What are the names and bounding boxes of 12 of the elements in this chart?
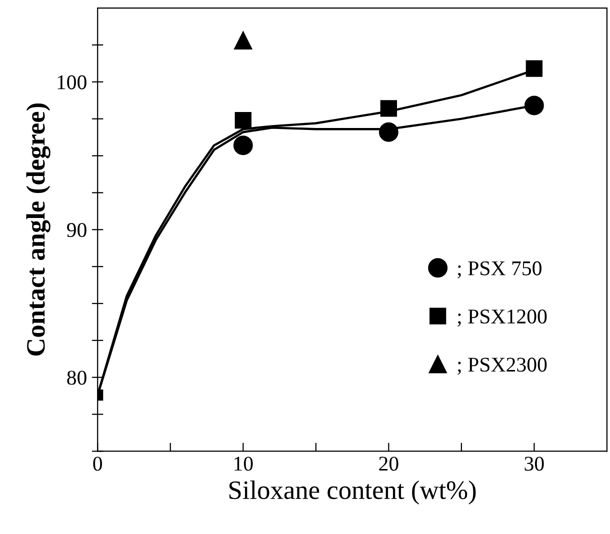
legend-label: ; PSX 750 [458,261,542,278]
y-tick-label: 100 [58,75,86,90]
x-tick-label: 20 [379,456,398,471]
x-tick-label: 30 [524,456,544,471]
x-tick-label: 0 [93,456,102,471]
y-tick-label: 80 [67,370,86,385]
y-tick-label: 90 [67,222,86,238]
x-tick-label: 10 [234,456,253,471]
legend-label: ; PSX2300 [458,358,547,375]
legend-label: ; PSX1200 [458,309,547,327]
x-axis-title: Siloxane content (wt%) [229,480,476,504]
y-axis-title: Contact angle (degree) [26,104,50,356]
